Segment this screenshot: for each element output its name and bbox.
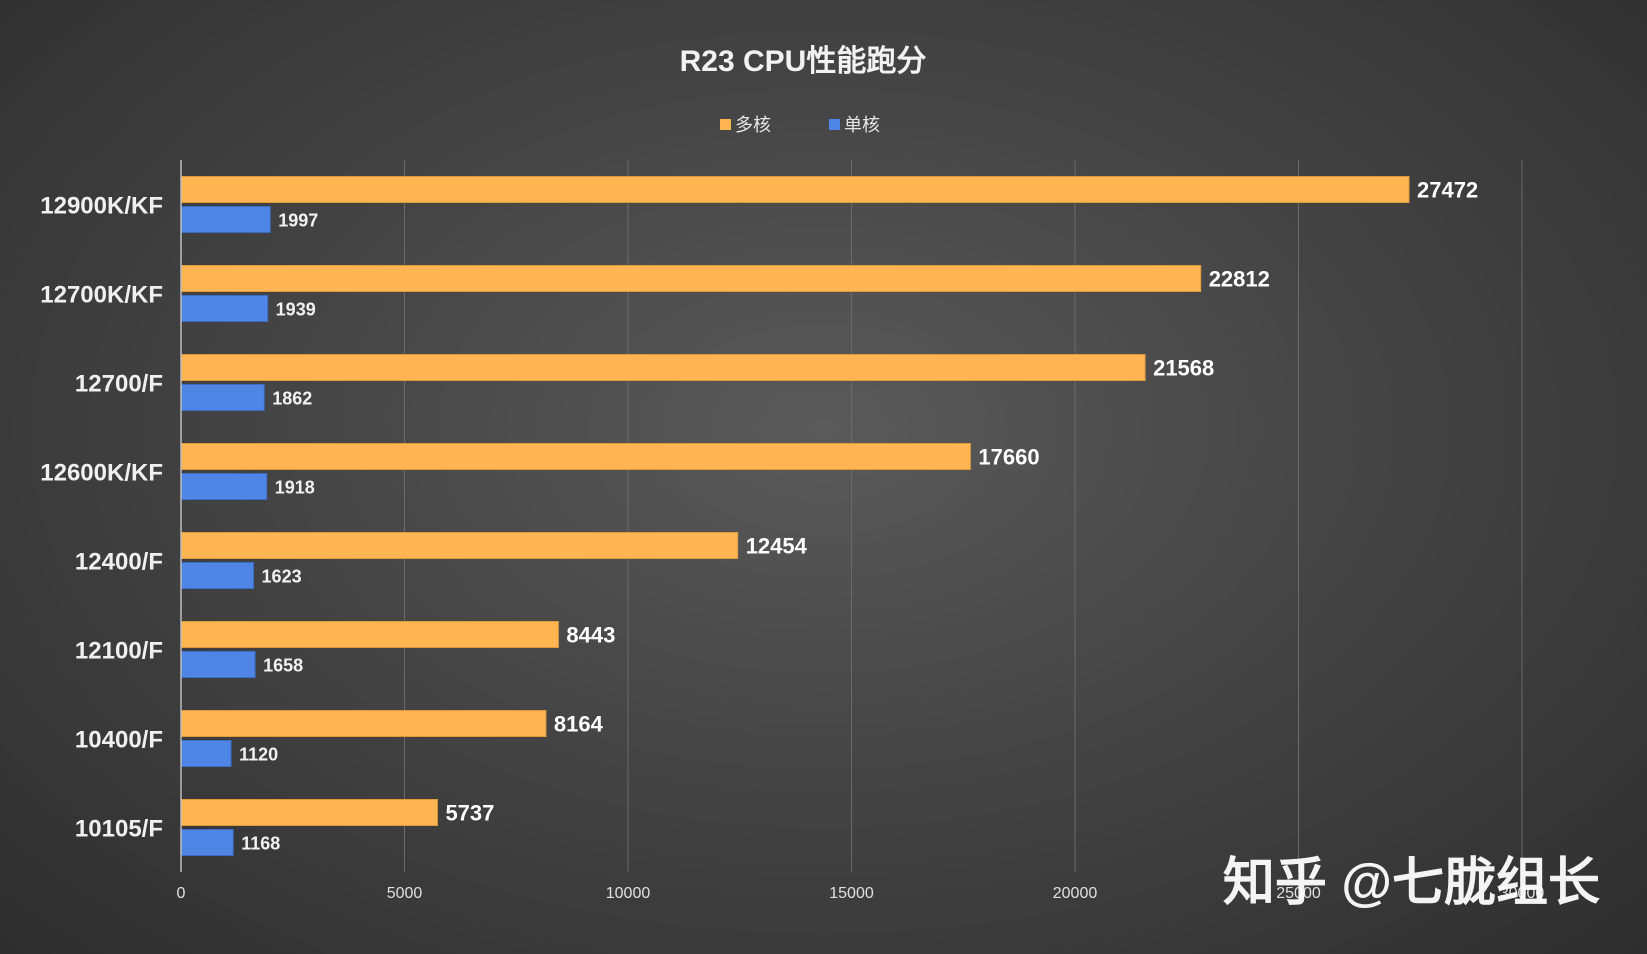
bar-1-3 xyxy=(180,473,268,500)
bar-1-1 xyxy=(180,295,269,322)
legend-label-0: 多核 xyxy=(735,115,771,135)
category-label-2: 12700/F xyxy=(75,371,163,398)
value-label-1-5: 1658 xyxy=(263,656,303,676)
x-tick-label-3: 15000 xyxy=(829,885,874,902)
category-label-7: 10105/F xyxy=(75,816,163,843)
legend: 多核 单核 xyxy=(720,115,880,135)
bar-1-4 xyxy=(180,562,255,589)
legend-item-0: 多核 xyxy=(720,115,771,135)
category-label-4: 12400/F xyxy=(75,549,163,576)
bar-1-7 xyxy=(180,829,234,856)
bar-0-1 xyxy=(180,265,1202,292)
bar-1-6 xyxy=(180,740,232,767)
x-tick-label-6: 30000 xyxy=(1500,885,1545,902)
bar-0-6 xyxy=(180,710,547,737)
bar-1-2 xyxy=(180,384,265,411)
value-label-1-4: 1623 xyxy=(262,567,302,587)
value-label-1-1: 1939 xyxy=(276,300,316,320)
bar-0-0 xyxy=(180,176,1410,203)
x-tick-label-4: 20000 xyxy=(1053,885,1098,902)
watermark-text: 知乎 @七胧组长 xyxy=(1223,854,1600,912)
value-label-1-2: 1862 xyxy=(272,389,312,409)
legend-swatch-1 xyxy=(829,119,840,130)
category-label-3: 12600K/KF xyxy=(40,460,163,487)
value-label-1-6: 1120 xyxy=(239,745,278,765)
category-label-6: 10400/F xyxy=(75,727,163,754)
value-label-0-6: 8164 xyxy=(554,712,604,737)
value-label-1-0: 1997 xyxy=(278,211,318,231)
value-label-0-4: 12454 xyxy=(746,534,808,559)
bar-0-4 xyxy=(180,532,739,559)
value-label-0-7: 5737 xyxy=(445,801,494,826)
value-label-0-3: 17660 xyxy=(978,445,1039,470)
bar-1-5 xyxy=(180,651,256,678)
bar-1-0 xyxy=(180,206,271,233)
value-label-0-0: 27472 xyxy=(1417,178,1478,203)
category-label-1: 12700K/KF xyxy=(40,282,163,309)
x-tick-label-2: 10000 xyxy=(606,885,651,902)
x-tick-labels: 0 5000 10000 15000 20000 25000 30000 xyxy=(177,885,1545,902)
category-label-5: 12100/F xyxy=(75,638,163,665)
value-label-0-5: 8443 xyxy=(566,623,615,648)
category-labels: 12900K/KF 12700K/KF 12700/F 12600K/KF 12400/… xyxy=(40,193,163,843)
value-label-1-3: 1918 xyxy=(275,478,315,498)
x-tick-label-0: 0 xyxy=(177,885,186,902)
x-tick-label-1: 5000 xyxy=(387,885,423,902)
value-label-1-7: 1168 xyxy=(241,834,280,854)
bars: 27472 1997 22812 1939 21568 1862 17660 1918 1245… xyxy=(180,176,1478,856)
legend-swatch-0 xyxy=(720,119,731,130)
legend-label-1: 单核 xyxy=(844,115,880,135)
bar-0-5 xyxy=(180,621,559,648)
chart-title: R23 CPU性能跑分 xyxy=(680,45,927,78)
bar-0-2 xyxy=(180,354,1146,381)
bar-0-7 xyxy=(180,799,438,826)
x-tick-label-5: 25000 xyxy=(1276,885,1321,902)
value-label-0-1: 22812 xyxy=(1209,267,1270,292)
value-label-0-2: 21568 xyxy=(1153,356,1214,381)
bar-0-3 xyxy=(180,443,971,470)
legend-item-1: 单核 xyxy=(829,115,880,135)
category-label-0: 12900K/KF xyxy=(40,193,163,220)
